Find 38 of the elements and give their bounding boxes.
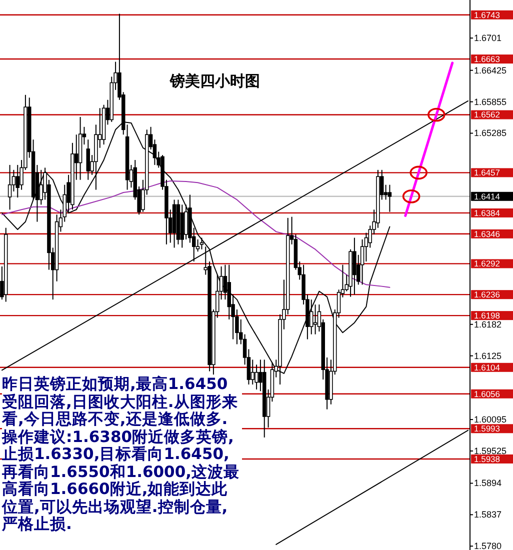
candlestick (8, 164, 12, 210)
ref-line-label: 1.6743 (474, 10, 500, 20)
y-tick-label: 1.6125 (474, 350, 502, 361)
ref-line-label: 1.5993 (474, 424, 500, 434)
y-tick-label: 1.65855 (474, 96, 507, 107)
candlestick (16, 164, 20, 198)
ref-line-label: 1.6198 (474, 310, 500, 321)
ref-line-label: 1.6104 (474, 362, 500, 372)
y-tick-label: 1.59525 (474, 446, 507, 456)
candlestick (86, 139, 90, 180)
y-tick-label: 1.65285 (474, 128, 507, 138)
ref-line-label: 1.6663 (474, 54, 500, 64)
y-tick-label: 1.5837 (474, 510, 502, 520)
text: 昨日英镑正如预期,最高1.6450受阻回落,日图收大阳柱.从图形来看,今日思路不变,还是逢低做多.操作建议:1.6380附近做多英镑,止损1.6330,目标看向1.6450,再看向1.6550和1.6000,这波最高看向1.6660附近,如能到达此位置,可以先出场观望.控制仓量,严格止损. (2, 375, 240, 533)
candlestick (39, 169, 43, 206)
ref-line-label: 1.6292 (474, 258, 500, 269)
ref-line-label: 1.6414 (474, 191, 500, 202)
ref-line-label: 1.6056 (474, 388, 500, 399)
ref-line-label: 1.6562 (474, 110, 500, 120)
candlestick (352, 237, 356, 296)
y-tick-label: 1.5780 (474, 541, 502, 550)
candlestick (313, 304, 318, 335)
y-tick-label: 1.66425 (474, 65, 507, 76)
ref-line-label: 1.6346 (474, 228, 500, 239)
text: 镑美四小时图 (169, 72, 260, 90)
y-tick-label: 1.6701 (474, 33, 502, 44)
ref-line-label: 1.5938 (474, 454, 500, 464)
candlestick (388, 184, 392, 212)
y-tick-label: 1.60095 (474, 414, 507, 425)
y-tick-label: 1.6182 (474, 319, 502, 330)
ref-line-label: 1.6457 (474, 168, 500, 178)
ref-line-label: 1.6236 (474, 290, 500, 300)
line-series (1, 180, 390, 288)
y-tick-label: 1.5894 (474, 478, 502, 488)
candlestick (310, 299, 314, 335)
ref-line-label: 1.6384 (474, 208, 500, 218)
candlestick (200, 237, 204, 250)
candlestick (250, 359, 254, 386)
